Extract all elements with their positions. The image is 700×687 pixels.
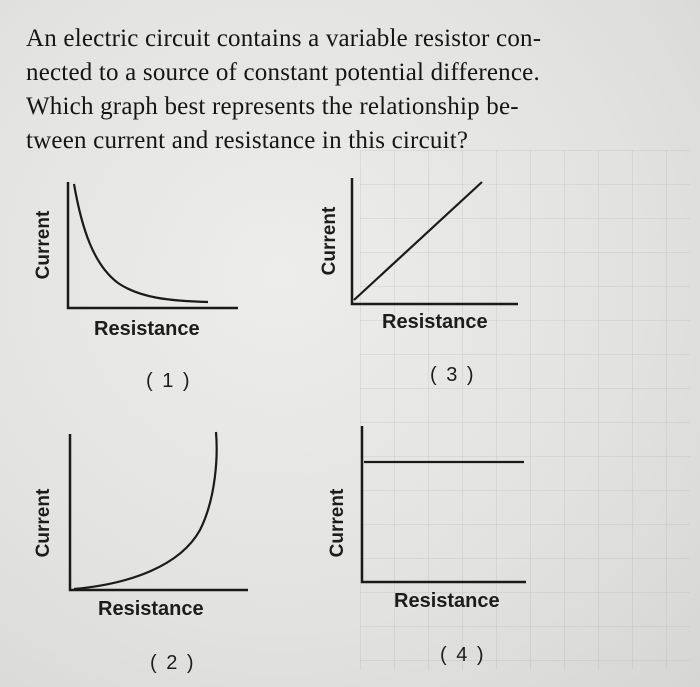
graph-1-number: ( 1 )	[146, 370, 192, 392]
graph-1-xlabel: Resistance	[94, 318, 200, 340]
question-line: Which graph best represents the relation…	[26, 93, 519, 120]
graph-1-ylabel: Current	[33, 210, 54, 280]
question-line: nected to a source of constant potential…	[26, 59, 540, 86]
graph-3-plot	[350, 178, 518, 306]
bleed-through-grid	[360, 150, 690, 670]
graph-3-xlabel: Resistance	[382, 311, 488, 333]
graph-4-ylabel: Current	[327, 488, 348, 558]
graph-option-1[interactable]: Current Resistance ( 1 )	[30, 170, 290, 400]
graph-2-ylabel: Current	[33, 488, 54, 558]
graph-2-axes	[68, 434, 248, 592]
question-line: tween current and resistance in this cir…	[26, 127, 469, 154]
graph-3-axes	[350, 178, 518, 306]
graph-option-4[interactable]: Current Resistance ( 4 )	[318, 426, 578, 676]
graph-2-curve	[73, 431, 218, 591]
graph-2-xlabel: Resistance	[98, 598, 204, 620]
graph-3-number: ( 3 )	[430, 364, 476, 386]
graph-1-curve	[72, 183, 209, 304]
graph-2-number: ( 2 )	[150, 652, 196, 674]
graph-2-plot	[68, 431, 248, 592]
question-text: An electric circuit contains a variable …	[26, 22, 636, 158]
graph-1-axes	[66, 182, 238, 310]
graph-4-number: ( 4 )	[440, 644, 486, 666]
graph-option-3[interactable]: Current Resistance ( 3 )	[318, 168, 578, 398]
graph-4-plot	[360, 426, 526, 584]
graph-option-2[interactable]: Current Resistance ( 2 )	[30, 426, 290, 676]
graph-1-plot	[66, 182, 238, 310]
question-line: An electric circuit contains a variable …	[26, 25, 542, 52]
graph-3-line	[353, 181, 483, 301]
graph-4-axes	[360, 426, 526, 584]
graph-3-ylabel: Current	[319, 206, 340, 276]
graph-4-xlabel: Resistance	[394, 590, 500, 612]
